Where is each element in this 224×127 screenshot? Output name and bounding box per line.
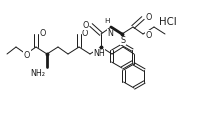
Text: H: H: [104, 18, 110, 24]
Text: O: O: [146, 13, 152, 22]
Text: NH: NH: [93, 49, 105, 58]
Text: O: O: [82, 29, 88, 38]
Text: HCl: HCl: [159, 17, 177, 27]
Text: N: N: [107, 29, 113, 38]
Text: NH₂: NH₂: [30, 69, 45, 78]
Text: O: O: [39, 29, 45, 38]
Text: O: O: [24, 51, 30, 60]
Text: O: O: [83, 20, 89, 29]
Text: O: O: [145, 30, 151, 39]
Text: S: S: [121, 36, 126, 45]
